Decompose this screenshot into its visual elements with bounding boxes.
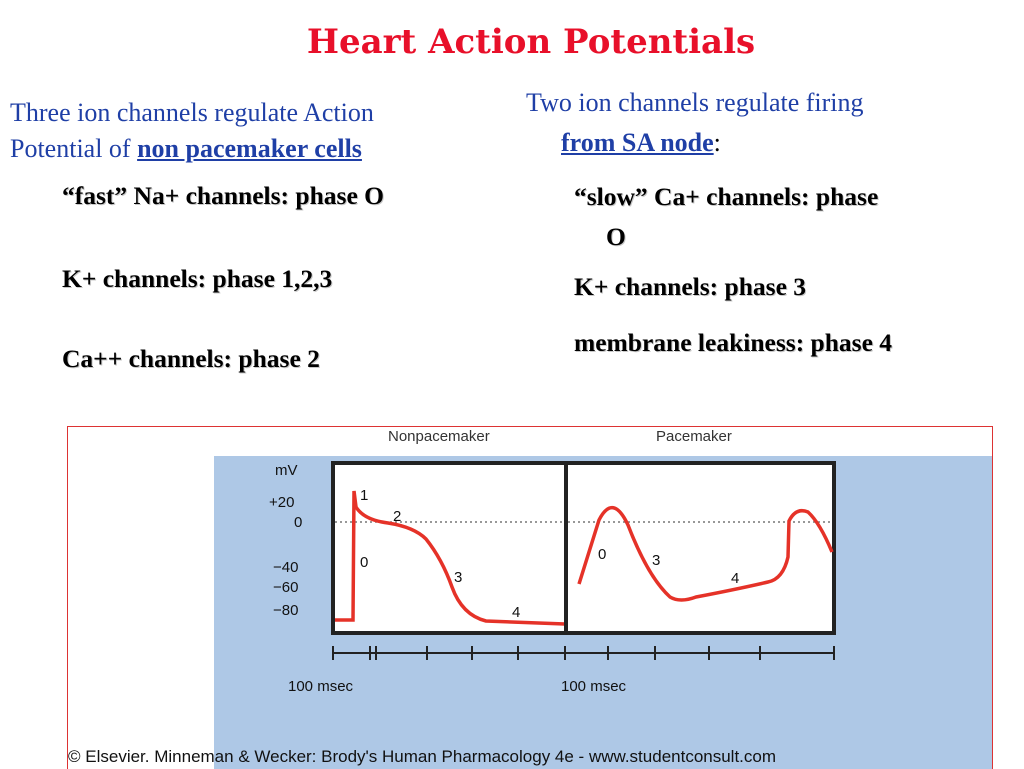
np-phase-2: 2 <box>393 508 401 525</box>
left-intro: Three ion channels regulate Action Poten… <box>10 95 374 167</box>
right-item-slow-ca: “slow” Ca+ channels: phase <box>574 182 879 211</box>
pacemaker-title: Pacemaker <box>656 428 732 445</box>
right-item-k: K+ channels: phase 3 <box>574 272 807 301</box>
np-phase-0: 0 <box>360 554 368 571</box>
left-item-ca: Ca++ channels: phase 2 <box>62 344 320 373</box>
left-intro-line1: Three ion channels regulate Action <box>10 98 374 127</box>
nonpacemaker-trace <box>335 490 566 626</box>
np-phase-3: 3 <box>454 569 462 586</box>
right-intro-colon: : <box>713 128 721 157</box>
right-intro-line1: Two ion channels regulate firing <box>526 88 864 117</box>
y-axis-unit: mV <box>275 462 298 479</box>
non-pacemaker-link[interactable]: non pacemaker cells <box>137 134 362 163</box>
left-item-fast-na: “fast” Na+ channels: phase O <box>62 181 384 210</box>
left-item-k: K+ channels: phase 1,2,3 <box>62 264 333 293</box>
sa-node-link[interactable]: from SA node <box>561 128 714 157</box>
time-scale-right: 100 msec <box>561 678 627 695</box>
p-phase-4: 4 <box>731 570 739 587</box>
y-tick-minus40: −40 <box>273 559 298 576</box>
figure-copyright: © Elsevier. Minneman & Wecker: Brody's H… <box>68 747 777 766</box>
left-intro-prefix: Potential of <box>10 134 138 163</box>
y-tick-0: 0 <box>294 514 302 531</box>
nonpacemaker-title: Nonpacemaker <box>388 428 490 445</box>
right-intro-line2: from SA node: <box>561 128 721 158</box>
action-potential-diagram: Nonpacemaker Pacemaker mV +20 0 −40 −60 … <box>214 428 992 769</box>
time-scale-left: 100 msec <box>288 678 354 695</box>
nonpacemaker-panel <box>331 461 569 635</box>
y-tick-minus80: −80 <box>273 602 298 619</box>
time-axis <box>332 646 835 660</box>
right-item-leak: membrane leakiness: phase 4 <box>574 328 893 357</box>
np-phase-4: 4 <box>512 604 520 621</box>
p-phase-0: 0 <box>598 546 606 563</box>
y-tick-minus60: −60 <box>273 579 298 596</box>
pacemaker-trace <box>577 506 834 602</box>
left-intro-line2: Potential of non pacemaker cells <box>10 131 374 167</box>
slide-title: Heart Action Potentials <box>306 22 756 62</box>
p-phase-3: 3 <box>652 552 660 569</box>
right-item-slow-ca-cont: O <box>606 222 626 251</box>
y-tick-plus20: +20 <box>269 494 294 511</box>
action-potential-figure: Nonpacemaker Pacemaker mV +20 0 −40 −60 … <box>67 426 993 769</box>
np-phase-1: 1 <box>360 487 368 504</box>
